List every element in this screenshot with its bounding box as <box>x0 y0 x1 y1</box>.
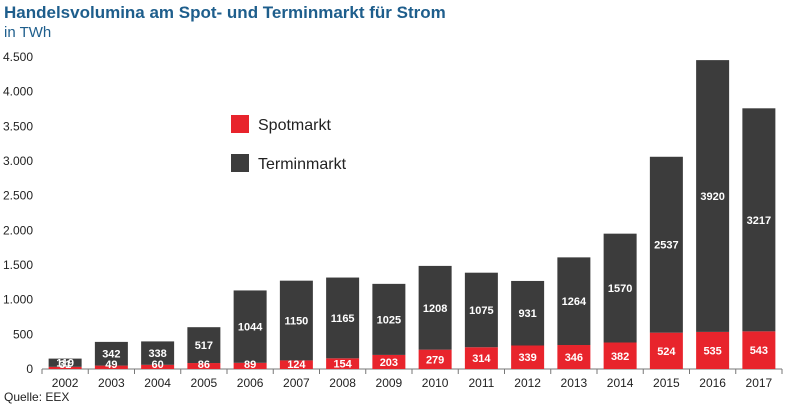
spot-data-label: 124 <box>287 359 306 371</box>
termin-data-label: 1208 <box>423 303 447 315</box>
termin-data-label: 338 <box>148 348 166 360</box>
termin-bar <box>48 358 82 367</box>
legend-label-spotmarkt: Spotmarkt <box>258 117 331 134</box>
termin-data-label: 931 <box>518 308 536 320</box>
x-tick-label: 2006 <box>237 376 264 390</box>
y-tick-label: 500 <box>13 327 33 341</box>
termin-data-label: 1150 <box>284 316 308 328</box>
termin-bar <box>94 341 128 366</box>
spot-bar <box>696 331 730 369</box>
spot-bar <box>233 362 267 369</box>
spot-data-label: 31 <box>59 359 71 371</box>
termin-data-label: 342 <box>102 349 120 361</box>
termin-data-label: 3217 <box>747 215 771 227</box>
spot-data-label: 203 <box>380 357 398 369</box>
spot-data-label: 535 <box>703 345 721 357</box>
spot-bar <box>326 358 360 369</box>
termin-data-label: 1165 <box>331 313 355 325</box>
spot-bar <box>557 345 591 369</box>
spot-data-label: 279 <box>426 354 444 366</box>
x-tick-label: 2015 <box>653 376 680 390</box>
spot-bar <box>48 366 82 369</box>
y-tick-label: 1.500 <box>3 258 33 272</box>
termin-bar <box>464 272 498 348</box>
termin-bar <box>141 341 175 365</box>
spot-data-label: 60 <box>152 359 164 371</box>
spot-data-label: 346 <box>565 352 583 364</box>
y-tick-label: 3.500 <box>3 119 33 133</box>
termin-data-label: 1570 <box>608 283 632 295</box>
termin-bar <box>372 283 406 355</box>
spot-bar <box>649 332 683 369</box>
x-tick-label: 2017 <box>746 376 773 390</box>
spot-data-label: 154 <box>333 359 352 371</box>
termin-bar <box>603 233 637 343</box>
x-tick-label: 2009 <box>376 376 403 390</box>
x-tick-label: 2011 <box>468 376 494 390</box>
termin-data-label: 517 <box>195 340 213 352</box>
termin-data-label: 2537 <box>654 240 678 252</box>
y-tick-label: 2.500 <box>3 189 33 203</box>
spot-bar <box>464 347 498 369</box>
x-tick-label: 2005 <box>191 376 218 390</box>
termin-data-label: 1025 <box>377 314 401 326</box>
spot-data-label: 86 <box>198 359 210 371</box>
x-tick-label: 2013 <box>561 376 588 390</box>
y-tick-label: 2.000 <box>3 223 33 237</box>
termin-data-label: 3920 <box>700 191 724 203</box>
spot-data-label: 543 <box>750 345 768 357</box>
termin-bar <box>557 257 591 346</box>
chart-subtitle: in TWh <box>4 24 52 41</box>
x-tick-label: 2002 <box>52 376 79 390</box>
termin-bar <box>326 277 360 359</box>
spot-data-label: 49 <box>105 359 117 371</box>
termin-data-label: 1264 <box>562 296 587 308</box>
termin-bar <box>279 280 313 361</box>
spot-bar <box>187 363 221 369</box>
legend-swatch-terminmarkt <box>231 154 249 172</box>
termin-bar <box>511 280 545 346</box>
y-tick-label: 3.000 <box>3 154 33 168</box>
spot-bar <box>141 364 175 369</box>
y-tick-label: 4.500 <box>3 50 33 64</box>
termin-data-label: 119 <box>56 358 74 370</box>
termin-bar <box>187 327 221 364</box>
spot-bar <box>511 345 545 369</box>
termin-data-label: 1044 <box>238 322 263 334</box>
termin-bar <box>233 290 267 363</box>
x-tick-label: 2004 <box>144 376 171 390</box>
x-tick-label: 2010 <box>422 376 449 390</box>
termin-bar <box>696 60 730 332</box>
spot-bar <box>372 354 406 369</box>
source-note: Quelle: EEX <box>4 390 70 404</box>
y-tick-label: 1.000 <box>3 293 33 307</box>
termin-data-label: 1075 <box>469 305 493 317</box>
x-tick-label: 2014 <box>607 376 634 390</box>
termin-bar <box>418 265 452 350</box>
spot-data-label: 89 <box>244 359 256 371</box>
y-tick-label: 4.000 <box>3 85 33 99</box>
x-tick-label: 2003 <box>98 376 125 390</box>
x-tick-label: 2008 <box>329 376 356 390</box>
x-tick-label: 2012 <box>514 376 541 390</box>
spot-data-label: 314 <box>472 353 491 365</box>
spot-data-label: 382 <box>611 351 629 363</box>
spot-data-label: 524 <box>657 346 676 358</box>
spot-bar <box>279 360 313 369</box>
spot-bar <box>94 365 128 369</box>
x-tick-label: 2016 <box>699 376 726 390</box>
spot-bar <box>418 349 452 369</box>
x-tick-label: 2007 <box>283 376 310 390</box>
spot-data-label: 339 <box>518 352 536 364</box>
legend-label-terminmarkt: Terminmarkt <box>258 156 347 173</box>
spot-bar <box>603 342 637 369</box>
termin-bar <box>649 156 683 333</box>
spot-bar <box>742 331 776 369</box>
chart-title: Handelsvolumina am Spot- und Terminmarkt… <box>4 3 446 22</box>
legend-swatch-spotmarkt <box>231 115 249 133</box>
termin-bar <box>742 108 776 332</box>
y-tick-label: 0 <box>26 362 33 376</box>
